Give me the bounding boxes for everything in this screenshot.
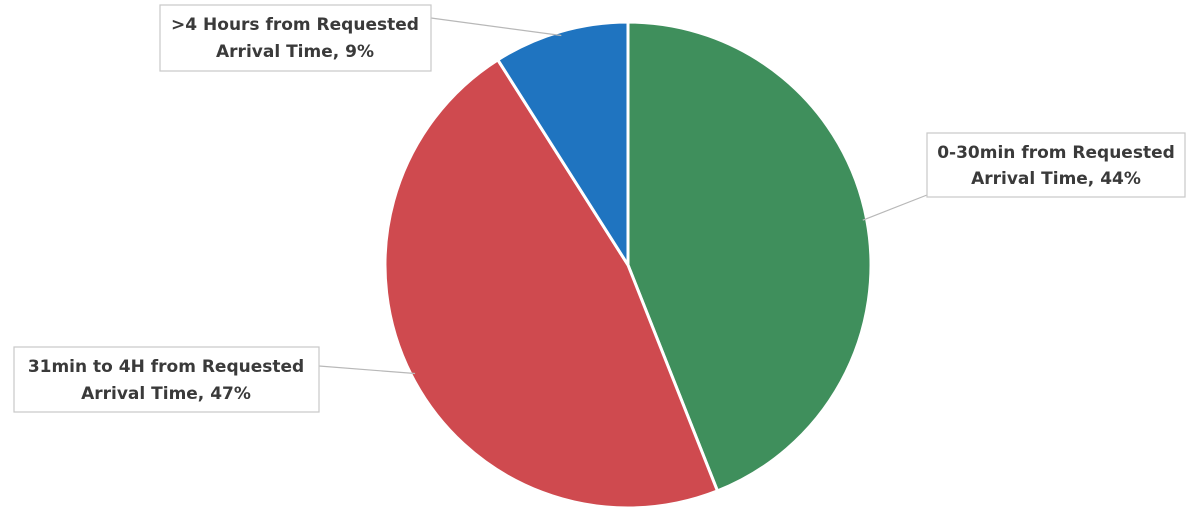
leader-lines xyxy=(318,17,928,375)
slice-label-over-4h-line2: Arrival Time, 9% xyxy=(216,42,374,62)
slice-0-30min xyxy=(626,20,873,493)
slice-label-31min-4h: 31min to 4H from Requested Arrival Time,… xyxy=(13,346,320,413)
slice-label-31min-4h-line2: Arrival Time, 47% xyxy=(81,384,251,404)
pie-slices xyxy=(383,20,873,508)
slice-label-over-4h: >4 Hours from Requested Arrival Time, 9% xyxy=(159,4,432,72)
svg-text:0-30min from Requested: 0-30min from Requested xyxy=(937,143,1175,163)
slice-label-0-30min-line1: 0-30min from Requested xyxy=(937,143,1175,163)
slice-label-over-4h-line1: >4 Hours from Requested xyxy=(171,15,419,35)
leader-line-slice-over-4h xyxy=(430,17,562,37)
slice-label-31min-4h-line1: 31min to 4H from Requested xyxy=(28,357,304,377)
slice-label-0-30min: 0-30min from Requested Arrival Time, 44% xyxy=(926,132,1186,198)
svg-text:31min to 4H from Requested: 31min to 4H from Requested xyxy=(28,357,304,377)
leader-line-slice-31min-4h xyxy=(318,365,416,375)
svg-text:Arrival Time, 9%: Arrival Time, 9% xyxy=(216,42,374,62)
svg-text:Arrival Time, 47%: Arrival Time, 47% xyxy=(81,384,251,404)
leader-line-slice-0-30min xyxy=(862,194,928,221)
svg-text:Arrival Time, 44%: Arrival Time, 44% xyxy=(971,169,1141,189)
svg-text:>4 Hours from Requested: >4 Hours from Requested xyxy=(171,15,419,35)
slice-label-0-30min-line2: Arrival Time, 44% xyxy=(971,169,1141,189)
slice-over-4h xyxy=(496,20,630,267)
